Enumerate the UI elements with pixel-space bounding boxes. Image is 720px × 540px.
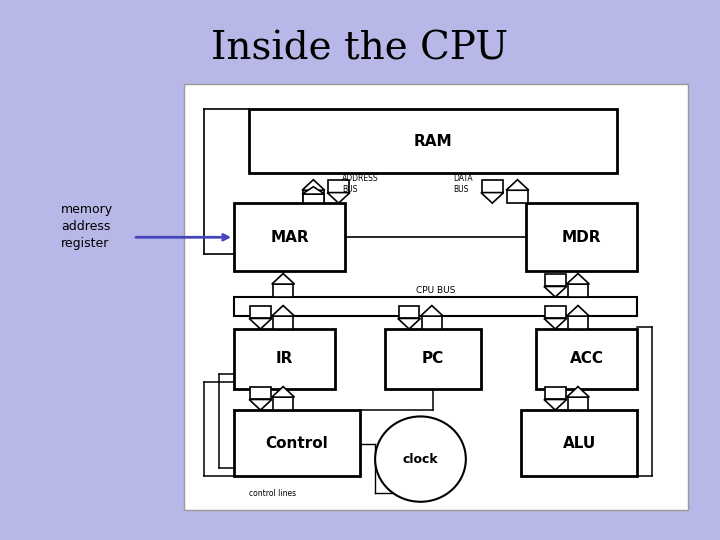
Bar	[249, 109, 617, 173]
Bar	[545, 274, 565, 286]
Bar	[251, 387, 271, 400]
Text: IR: IR	[276, 352, 293, 366]
Polygon shape	[272, 306, 294, 316]
Polygon shape	[302, 187, 325, 194]
Polygon shape	[302, 180, 325, 190]
Text: MDR: MDR	[562, 230, 601, 245]
Polygon shape	[249, 400, 272, 410]
Bar	[399, 306, 419, 319]
Polygon shape	[567, 274, 590, 284]
Bar	[568, 397, 588, 410]
Polygon shape	[567, 306, 590, 316]
Bar	[273, 316, 293, 329]
Bar	[303, 190, 323, 203]
Polygon shape	[397, 319, 420, 329]
Text: ADDRESS
BUS: ADDRESS BUS	[343, 174, 379, 194]
Bar	[234, 410, 360, 476]
Bar	[521, 410, 637, 476]
Bar	[385, 329, 481, 389]
Bar	[234, 297, 637, 316]
Text: memory
address
register: memory address register	[61, 203, 113, 250]
Bar	[303, 194, 323, 203]
Bar	[273, 397, 293, 410]
Polygon shape	[544, 319, 567, 329]
Bar	[328, 180, 348, 193]
Polygon shape	[272, 274, 294, 284]
Bar	[545, 306, 565, 319]
Polygon shape	[327, 193, 350, 203]
Text: clock: clock	[402, 453, 438, 465]
Bar	[422, 316, 442, 329]
Bar	[545, 387, 565, 400]
Bar	[568, 284, 588, 297]
Polygon shape	[272, 387, 294, 397]
Polygon shape	[544, 400, 567, 410]
Bar	[273, 284, 293, 297]
Text: RAM: RAM	[414, 134, 452, 149]
Text: DATA
BUS: DATA BUS	[454, 174, 473, 194]
Bar	[508, 190, 528, 203]
Text: CPU BUS: CPU BUS	[416, 286, 455, 295]
Bar	[184, 84, 688, 510]
Text: Control: Control	[266, 436, 328, 450]
Text: Inside the CPU: Inside the CPU	[212, 30, 508, 67]
Bar	[482, 180, 503, 193]
Text: ALU: ALU	[562, 436, 596, 450]
Polygon shape	[481, 193, 504, 203]
Text: control lines: control lines	[249, 489, 296, 498]
Bar	[536, 329, 637, 389]
Polygon shape	[567, 387, 590, 397]
Bar	[568, 316, 588, 329]
Bar	[234, 329, 335, 389]
Polygon shape	[249, 319, 272, 329]
Ellipse shape	[375, 416, 466, 502]
Bar	[526, 203, 637, 272]
Text: MAR: MAR	[270, 230, 309, 245]
Polygon shape	[506, 180, 528, 190]
Bar	[234, 203, 345, 272]
Text: ACC: ACC	[570, 352, 604, 366]
Bar	[251, 306, 271, 319]
Polygon shape	[544, 286, 567, 297]
Polygon shape	[420, 306, 443, 316]
Text: PC: PC	[422, 352, 444, 366]
